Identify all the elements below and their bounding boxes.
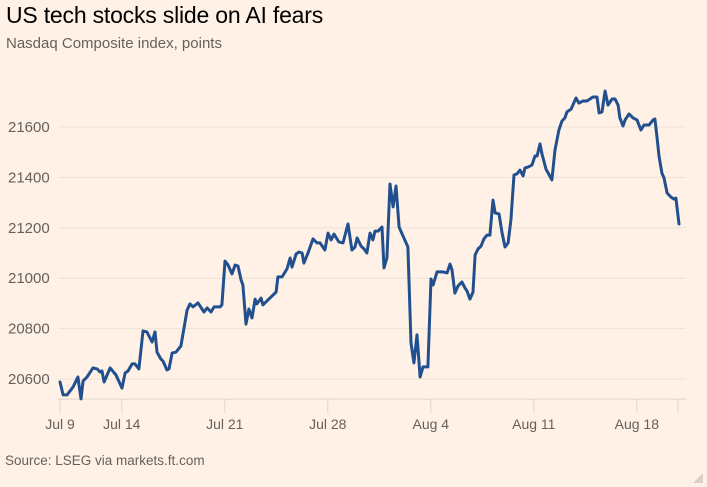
- y-tick-label: 20800: [8, 321, 50, 338]
- x-tick-label: Aug 11: [512, 416, 556, 432]
- x-tick-label: Jul 28: [309, 416, 347, 432]
- x-tick-label: Jul 21: [206, 416, 244, 432]
- series-line-nasdaq: [58, 89, 681, 401]
- source-note: Source: LSEG via markets.ft.com: [5, 453, 205, 468]
- x-tick-label: Jul 9: [45, 416, 75, 432]
- x-tick-label: Jul 14: [103, 416, 141, 432]
- y-tick-label: 21600: [8, 119, 50, 136]
- x-axis: Jul 9 Jul 14 Jul 21 Jul 28 Aug 4 Aug 11 Aug 18: [45, 398, 686, 432]
- y-tick-label: 20600: [8, 371, 50, 388]
- y-gridlines: [58, 126, 686, 380]
- series-group: [58, 89, 681, 401]
- chart-subtitle: Nasdaq Composite index, points: [6, 35, 222, 52]
- y-tick-label: 21200: [8, 220, 50, 237]
- chart-title: US tech stocks slide on AI fears: [6, 2, 324, 28]
- x-tick-label: Aug 4: [413, 416, 450, 432]
- resize-handle-icon: [693, 473, 703, 483]
- y-axis-tick-labels: 20600 20800 21000 21200 21400 21600: [8, 119, 50, 388]
- y-tick-label: 21000: [8, 270, 50, 287]
- y-tick-label: 21400: [8, 169, 50, 186]
- x-tick-label: Aug 18: [615, 416, 660, 432]
